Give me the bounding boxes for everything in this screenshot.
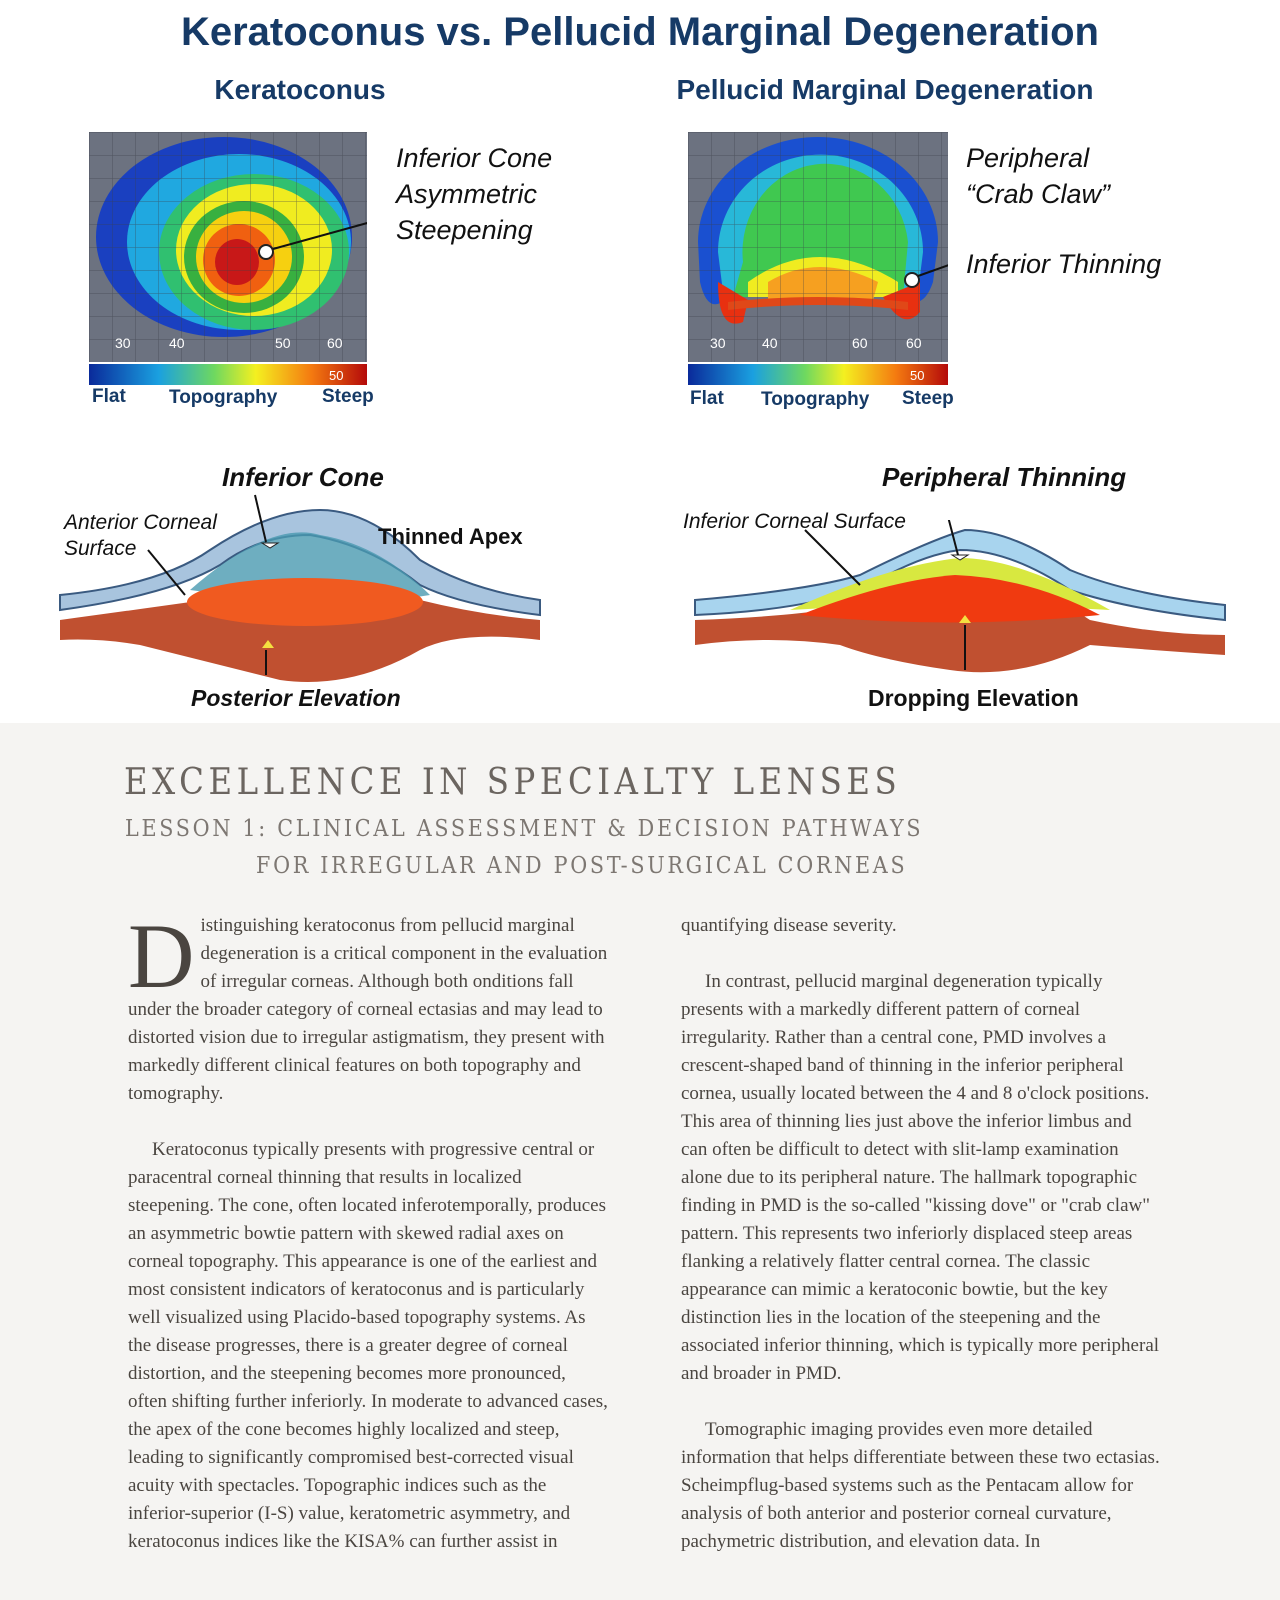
paragraph: istinguishing keratoconus from pellucid …	[128, 915, 608, 1104]
lesson-title-line1: LESSON 1: CLINICAL ASSESSMENT & DECISION…	[125, 816, 924, 842]
colorbar	[89, 364, 367, 385]
colorbar-topography-label: Topography	[169, 387, 278, 408]
pmd-annotation: Peripheral “Crab Claw”	[966, 140, 1110, 212]
colorbar-value: 50	[910, 368, 924, 383]
tick-label: 50	[275, 335, 291, 351]
lesson-title-line2: FOR IRREGULAR AND POST-SURGICAL CORNEAS	[256, 853, 908, 879]
figure-title: Keratoconus vs. Pellucid Marginal Degene…	[180, 10, 1099, 54]
annotation-line: Inferior Cone	[396, 143, 553, 173]
annotation-line: Steepening	[396, 215, 533, 245]
article-heading: EXCELLENCE IN SPECIALTY LENSES	[124, 762, 902, 803]
anterior-surface-label: Anterior Corneal Surface	[64, 511, 217, 560]
colorbar-steep-label: Steep	[322, 386, 374, 407]
colorbar-topography-label: Topography	[761, 389, 870, 410]
colorbar-flat-label: Flat	[92, 386, 126, 407]
annotation-line: Asymmetric	[396, 179, 537, 209]
paragraph: In contrast, pellucid marginal degenerat…	[681, 971, 1160, 1384]
annotation-line: “Crab Claw”	[966, 179, 1111, 209]
keratoconus-topography-map: 30 40 50 60 50	[89, 132, 367, 385]
colorbar	[688, 364, 948, 385]
colorbar-steep-label: Steep	[902, 388, 954, 409]
figure: Keratoconus vs. Pellucid Marginal Degene…	[0, 0, 1280, 723]
colorbar-flat-label: Flat	[690, 388, 724, 409]
tick-label: 60	[327, 335, 343, 351]
inferior-thinning-annotation: Inferior Thinning	[966, 249, 1162, 279]
annotation-line: Peripheral	[966, 143, 1090, 173]
tick-label: 30	[115, 335, 131, 351]
peripheral-thinning-label: Peripheral Thinning	[882, 462, 1127, 492]
dropping-elevation-label: Dropping Elevation	[868, 685, 1079, 711]
thinned-apex-label: Thinned Apex	[378, 524, 523, 549]
drop-cap: D	[128, 905, 195, 1007]
colorbar-value: 50	[329, 368, 343, 383]
cone-marker	[258, 244, 274, 260]
paragraph: quantifying disease severity.	[681, 915, 897, 936]
keratoconus-heading: Keratoconus	[214, 74, 386, 105]
thinning-marker	[904, 272, 920, 288]
paragraph: Keratoconus typically presents with prog…	[128, 1139, 608, 1552]
tick-label: 60	[906, 335, 922, 351]
pmd-heading: Pellucid Marginal Degeneration	[676, 74, 1094, 105]
paragraph: Tomographic imaging provides even more d…	[681, 1419, 1160, 1552]
keratoconus-annotation: Inferior Cone Asymmetric Steepening	[396, 140, 552, 248]
tick-label: 40	[169, 335, 185, 351]
tick-label: 60	[852, 335, 868, 351]
keratoconus-cross-section	[59, 494, 541, 682]
posterior-elevation-label: Posterior Elevation	[191, 685, 401, 711]
pmd-cross-section	[694, 520, 1226, 673]
inferior-surface-label: Inferior Corneal Surface	[683, 510, 906, 533]
inferior-cone-label: Inferior Cone	[222, 462, 384, 492]
tick-label: 30	[710, 335, 726, 351]
tick-label: 40	[762, 335, 778, 351]
pmd-topography-map: 30 40 60 60 50	[688, 132, 948, 385]
article-column-right: quantifying disease severity. In contras…	[681, 912, 1161, 1584]
